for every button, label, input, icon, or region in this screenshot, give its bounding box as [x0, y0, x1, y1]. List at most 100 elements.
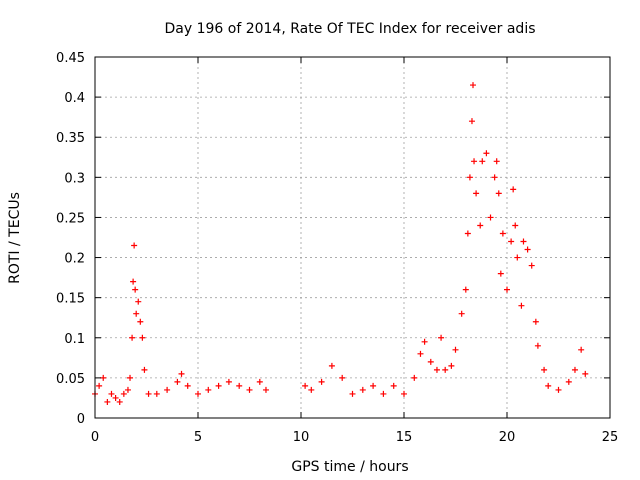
- data-point: [487, 214, 494, 221]
- data-point: [141, 366, 148, 373]
- y-tick-label: 0.45: [56, 51, 85, 66]
- data-point: [120, 390, 127, 397]
- data-point: [582, 370, 589, 377]
- data-point: [195, 390, 201, 397]
- data-point: [100, 374, 107, 381]
- data-point: [452, 346, 459, 353]
- data-point: [479, 158, 486, 165]
- chart-title: Day 196 of 2014, Rate Of TEC Index for r…: [164, 21, 535, 37]
- data-point: [518, 302, 525, 309]
- data-point: [205, 386, 212, 393]
- data-point: [225, 378, 232, 385]
- data-point: [380, 390, 387, 397]
- data-point: [421, 338, 428, 345]
- data-point: [153, 390, 160, 397]
- data-point: [401, 390, 407, 397]
- data-point: [497, 270, 504, 277]
- data-point: [236, 382, 243, 389]
- data-point: [565, 378, 572, 385]
- data-point: [534, 342, 541, 349]
- data-point: [532, 318, 539, 325]
- data-points: [92, 82, 589, 405]
- data-point: [411, 374, 418, 381]
- y-tick-label: 0.3: [64, 171, 85, 186]
- data-point: [508, 238, 515, 245]
- y-tick-label: 0.2: [64, 252, 85, 267]
- y-tick-label: 0.35: [56, 131, 85, 146]
- x-tick-label: 0: [91, 430, 99, 445]
- x-tick-label: 15: [396, 430, 413, 445]
- data-point: [483, 150, 490, 157]
- data-point: [473, 190, 480, 197]
- axis-ticks: 0 0.05 0.1 0.15 0.2 0.25 0.3 0.35 0.4 0.45 0 5 10 15 2…: [56, 51, 618, 445]
- grid-lines: [95, 57, 610, 418]
- data-point: [302, 382, 309, 389]
- data-point: [524, 246, 531, 253]
- data-point: [471, 158, 478, 165]
- data-point: [129, 334, 136, 341]
- x-tick-label: 20: [499, 430, 516, 445]
- data-point: [184, 382, 191, 389]
- data-point: [555, 386, 562, 393]
- data-point: [124, 386, 131, 393]
- data-point: [359, 386, 366, 393]
- data-point: [390, 382, 397, 389]
- data-point: [262, 386, 269, 393]
- data-point: [442, 366, 449, 373]
- data-point: [495, 190, 502, 197]
- y-axis-label: ROTI / TECUs: [7, 192, 23, 284]
- data-point: [462, 286, 469, 293]
- data-point: [528, 262, 535, 269]
- x-axis-label: GPS time / hours: [291, 459, 408, 475]
- data-point: [510, 186, 517, 193]
- y-tick-label: 0.4: [64, 91, 85, 106]
- data-point: [427, 358, 434, 365]
- data-point: [370, 382, 377, 389]
- data-point: [131, 242, 138, 249]
- data-point: [328, 362, 335, 369]
- data-point: [256, 378, 263, 385]
- data-point: [127, 374, 134, 381]
- x-tick-label: 10: [293, 430, 310, 445]
- data-point: [512, 222, 519, 229]
- data-point: [493, 158, 500, 165]
- data-point: [433, 366, 440, 373]
- data-point: [339, 374, 346, 381]
- data-point: [139, 334, 146, 341]
- data-point: [308, 386, 315, 393]
- data-point: [514, 254, 521, 261]
- data-point: [174, 378, 181, 385]
- data-point: [477, 222, 484, 229]
- data-point: [318, 378, 325, 385]
- data-point: [470, 82, 477, 89]
- data-point: [491, 174, 498, 181]
- data-point: [438, 334, 445, 341]
- x-tick-label: 25: [602, 430, 619, 445]
- y-tick-label: 0.1: [64, 332, 85, 347]
- data-point: [246, 386, 253, 393]
- data-point: [130, 278, 137, 285]
- data-point: [578, 346, 585, 353]
- y-tick-label: 0.05: [56, 372, 85, 387]
- plot-frame: [94, 56, 611, 419]
- data-point: [215, 382, 222, 389]
- data-point: [112, 394, 119, 401]
- data-point: [145, 390, 152, 397]
- data-point: [464, 230, 471, 237]
- data-point: [108, 390, 115, 397]
- data-point: [96, 382, 103, 389]
- data-point: [132, 286, 139, 293]
- data-point: [104, 398, 111, 405]
- data-point: [520, 238, 527, 245]
- data-point: [545, 382, 552, 389]
- data-point: [164, 386, 171, 393]
- data-point: [448, 362, 455, 369]
- y-tick-label: 0.15: [56, 292, 85, 307]
- data-point: [137, 318, 144, 325]
- x-tick-label: 5: [194, 430, 202, 445]
- data-point: [468, 118, 475, 125]
- data-point: [133, 310, 140, 317]
- data-point: [178, 370, 185, 377]
- data-point: [571, 366, 578, 373]
